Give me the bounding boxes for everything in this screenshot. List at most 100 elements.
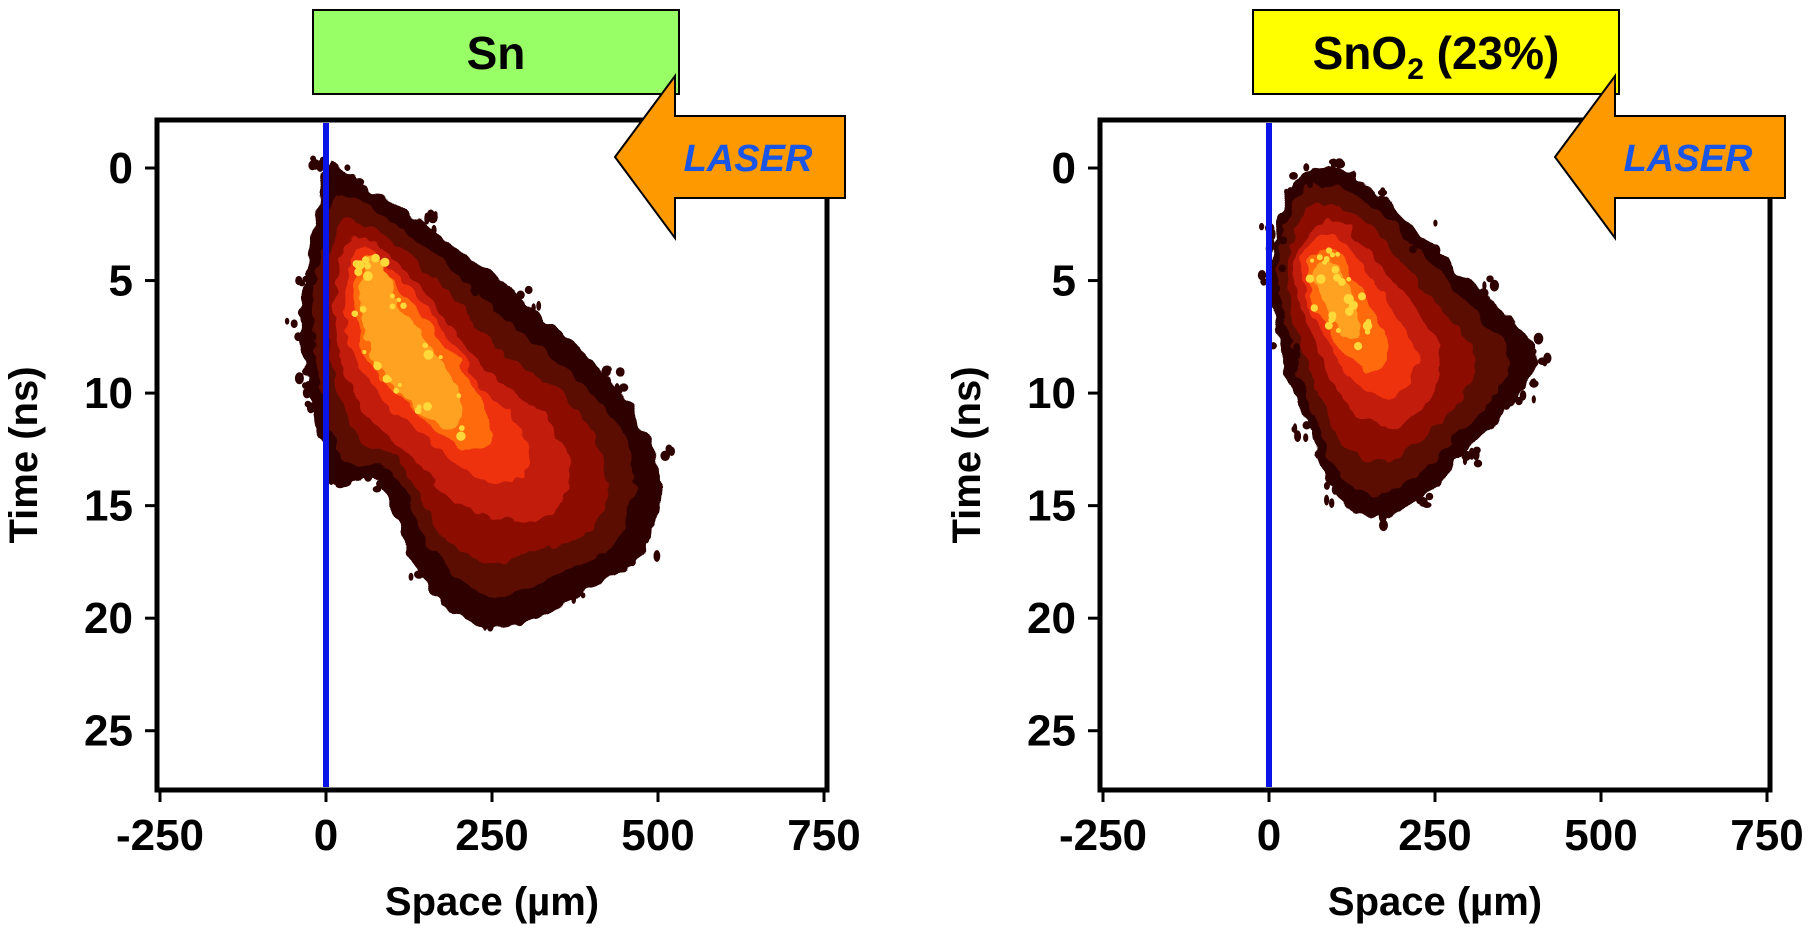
density-speckle: [1528, 347, 1537, 355]
density-speckle: [601, 366, 611, 377]
density-speckle: [596, 379, 602, 386]
density-hotspot: [423, 402, 432, 411]
density-speckle: [1467, 430, 1472, 438]
density-hotspot: [396, 297, 402, 303]
density-hotspot: [422, 342, 429, 349]
chart-title-subscript: 2: [1407, 53, 1424, 86]
density-speckle: [302, 382, 308, 389]
density-speckle: [628, 542, 634, 553]
density-speckle: [506, 297, 515, 306]
density-speckle: [419, 221, 426, 228]
chart-title-tail: (23%): [1424, 27, 1559, 79]
density-speckle: [302, 287, 312, 294]
density-speckle: [1431, 244, 1441, 257]
density-speckle: [1415, 492, 1424, 505]
density-speckle: [524, 285, 533, 295]
density-speckle: [334, 189, 344, 196]
density-speckle: [302, 387, 311, 399]
density-speckle: [571, 595, 576, 604]
density-speckle: [1533, 332, 1544, 345]
x-tick-label: 0: [1257, 811, 1281, 860]
y-tick-label: 25: [1027, 707, 1076, 756]
chart-title: Sn: [467, 27, 526, 79]
density-hotspot: [438, 355, 443, 360]
density-speckle: [424, 212, 429, 225]
density-speckle: [1489, 279, 1499, 292]
density-speckle: [1413, 479, 1423, 489]
x-tick-label: -250: [116, 811, 204, 860]
panel-1: 0 5 10 15 20 25 -250 0 250 500 750 Space (µm) Time (…: [2, 9, 861, 924]
density-cloud: [1268, 167, 1537, 517]
density-speckle: [1279, 236, 1287, 245]
x-tick-label: -250: [1059, 811, 1147, 860]
density-speckle: [284, 317, 290, 325]
density-speckle: [1450, 434, 1457, 445]
density-speckle: [295, 275, 303, 286]
density-speckle: [1259, 222, 1265, 231]
density-hotspot: [400, 302, 407, 309]
density-speckle: [330, 173, 335, 184]
density-speckle: [1303, 433, 1309, 443]
density-speckle: [1467, 292, 1477, 301]
density-hotspot: [1328, 311, 1337, 320]
density-speckle: [431, 224, 437, 236]
density-speckle: [562, 590, 568, 599]
chart-title-main: Sn: [467, 27, 526, 79]
density-contour-level-7: [1314, 257, 1363, 338]
density-speckle: [1293, 349, 1301, 360]
density-contour-level-7: [362, 256, 461, 428]
density-speckle: [628, 557, 636, 567]
density-hotspot: [1343, 294, 1354, 304]
density-hotspot: [1325, 323, 1332, 330]
density-speckles: [284, 155, 675, 632]
density-speckle: [1336, 490, 1343, 498]
density-speckle: [1358, 192, 1365, 199]
density-speckle: [313, 375, 320, 385]
density-speckle: [294, 372, 304, 385]
density-speckle: [1378, 195, 1383, 202]
density-hotspot: [1331, 266, 1340, 274]
density-hotspot: [1316, 274, 1326, 284]
density-hotspot: [359, 305, 367, 313]
density-hotspot: [371, 253, 380, 263]
density-hotspot: [380, 257, 390, 267]
density-speckle: [316, 160, 325, 172]
y-tick-label: 5: [1052, 257, 1076, 306]
density-speckle: [335, 178, 340, 188]
density-hotspot: [423, 349, 434, 360]
density-speckle: [486, 620, 494, 632]
density-speckle: [1337, 160, 1346, 169]
density-hotspot: [1362, 321, 1373, 331]
density-speckle: [1336, 171, 1346, 179]
density-hotspot: [1317, 255, 1322, 260]
density-speckle: [1287, 187, 1293, 195]
x-tick-label: 250: [455, 811, 528, 860]
density-speckle: [309, 376, 314, 386]
density-speckle: [482, 619, 488, 631]
x-tick-label: 750: [787, 811, 860, 860]
density-speckle: [381, 473, 390, 480]
density-speckle: [1531, 395, 1536, 404]
y-tick-label: 10: [1027, 369, 1076, 418]
density-speckle: [414, 570, 424, 579]
density-speckle: [1331, 484, 1339, 495]
y-tick-label: 15: [84, 482, 133, 531]
density-speckle: [1379, 519, 1388, 532]
laser-label: LASER: [1624, 138, 1753, 180]
density-hotspot: [1310, 304, 1319, 312]
density-speckle: [1332, 475, 1340, 486]
density-speckle: [1478, 288, 1489, 298]
laser-label: LASER: [684, 138, 813, 180]
x-axis-title: Space (µm): [1328, 880, 1542, 924]
density-speckle: [1291, 425, 1297, 433]
density-speckle: [516, 290, 525, 300]
density-hotspot: [1338, 278, 1346, 286]
density-speckle: [1295, 186, 1304, 196]
density-speckle: [1422, 502, 1432, 508]
density-speckle: [304, 400, 312, 408]
density-hotspot: [1358, 292, 1366, 301]
density-speckle: [1486, 275, 1494, 283]
y-tick-label: 25: [84, 707, 133, 756]
density-hotspot: [1335, 328, 1341, 333]
